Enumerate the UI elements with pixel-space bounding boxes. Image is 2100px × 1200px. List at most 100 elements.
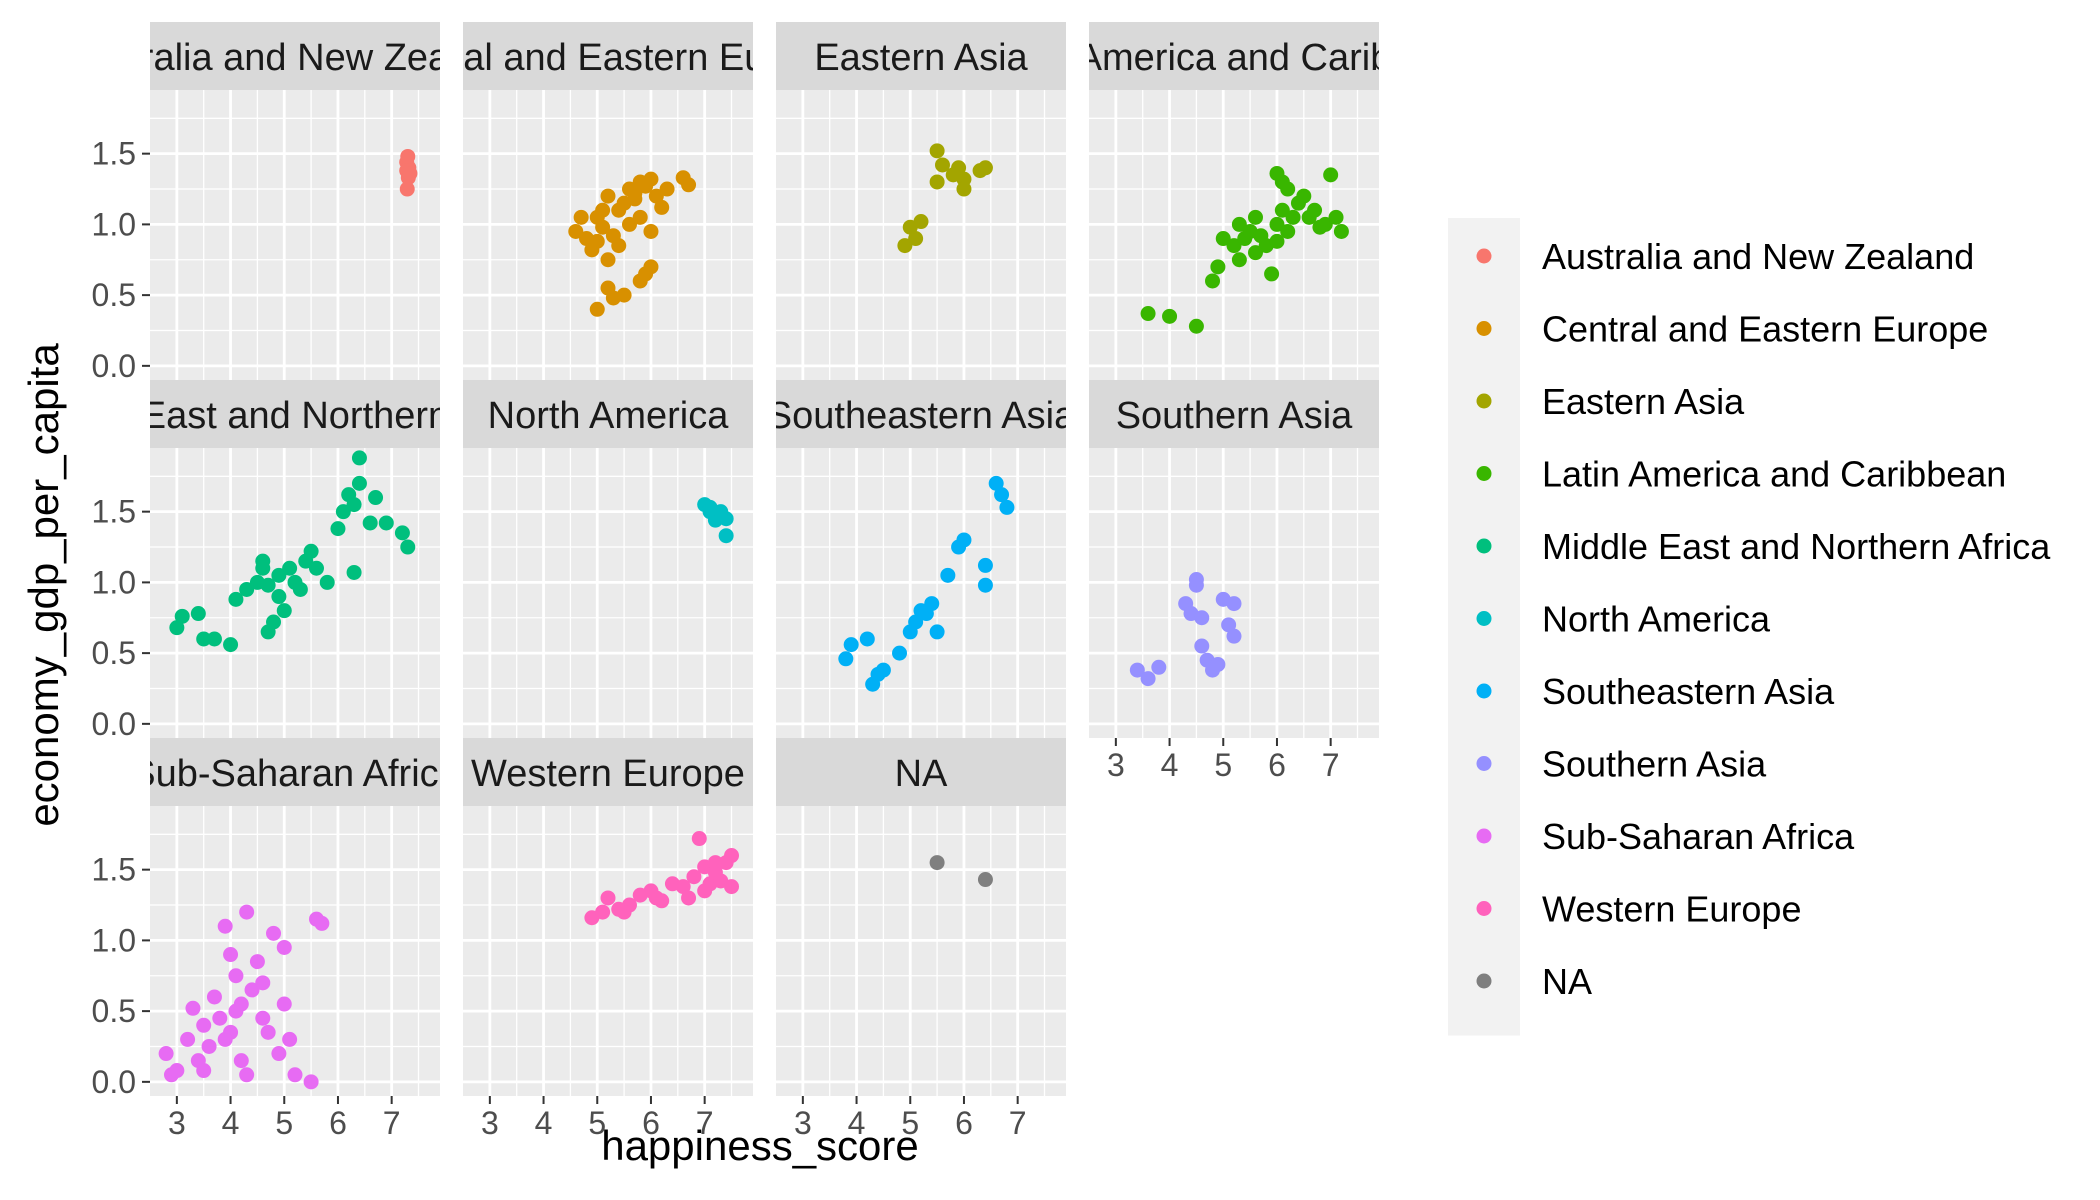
data-point <box>897 238 913 254</box>
legend-key <box>1476 756 1492 771</box>
panel-strip <box>463 380 753 448</box>
data-point <box>206 631 222 647</box>
data-point <box>600 188 616 204</box>
data-point <box>244 982 260 998</box>
data-point <box>335 504 351 520</box>
x-axis-title: happiness_score <box>601 1122 919 1169</box>
data-point <box>282 560 298 576</box>
data-point <box>217 1031 233 1047</box>
data-point <box>1274 202 1290 218</box>
x-tick-label: 6 <box>642 1105 660 1141</box>
panel-strip <box>150 738 440 806</box>
data-point <box>940 567 956 583</box>
data-point <box>1221 617 1237 633</box>
data-point <box>659 181 675 197</box>
data-point <box>303 1074 319 1090</box>
data-point <box>1210 259 1226 275</box>
legend-label: Australia and New Zealand <box>1542 236 1974 277</box>
legend-item: Latin America and Caribbean <box>1476 454 2006 495</box>
data-point <box>611 238 627 254</box>
y-tick-label: 0.5 <box>92 993 136 1029</box>
data-point <box>918 606 934 622</box>
data-point <box>956 532 972 548</box>
series-points <box>838 475 1015 692</box>
panel-central-and-eastern-europe: ral and Eastern Eu <box>451 22 766 380</box>
data-point <box>627 185 643 201</box>
data-point <box>400 539 416 555</box>
data-point <box>1296 188 1312 204</box>
data-point <box>1151 659 1167 675</box>
data-point <box>1280 181 1296 197</box>
data-point <box>260 1024 276 1040</box>
x-tick-label: 7 <box>696 1105 714 1141</box>
y-tick-label: 0.5 <box>92 277 136 313</box>
panel-western-europe: Western Europe 3 4 5 6 7 <box>463 738 753 1141</box>
panel-strip-label: North America <box>488 395 730 437</box>
data-point <box>346 497 362 513</box>
x-tick-label: 4 <box>535 1105 553 1141</box>
data-point <box>271 589 287 605</box>
data-point <box>908 614 924 630</box>
legend-key <box>1476 538 1492 554</box>
x-tick-label: 4 <box>222 1105 240 1141</box>
legend-label: Latin America and Caribbean <box>1542 454 2006 495</box>
data-point <box>1323 167 1339 183</box>
data-point <box>908 231 924 247</box>
panel-strip-label: America and Carib <box>1077 37 1392 79</box>
panel-strip-label: Sub-Saharan Africa <box>130 753 460 795</box>
data-point <box>648 890 664 906</box>
data-point <box>399 181 415 197</box>
panel-strip-label: Eastern Asia <box>814 37 1028 79</box>
y-tick-label: 0.5 <box>92 635 136 671</box>
x-tick-label: 3 <box>481 1105 499 1141</box>
data-point <box>718 528 734 544</box>
data-point <box>228 591 244 607</box>
legend-item: Middle East and Northern Africa <box>1476 526 2051 567</box>
panel-background <box>150 90 440 380</box>
legend-label: Southern Asia <box>1542 744 1767 785</box>
data-point <box>977 577 993 593</box>
data-point <box>675 879 691 895</box>
data-point <box>196 1017 212 1033</box>
data-point <box>843 637 859 653</box>
legend-label: Southeastern Asia <box>1542 671 1835 712</box>
data-point <box>632 209 648 225</box>
panel-eastern-asia: Eastern Asia <box>776 22 1066 380</box>
legend-key <box>1476 248 1492 264</box>
data-point <box>169 1063 185 1079</box>
data-point <box>1140 306 1156 322</box>
x-tick-label: 7 <box>1322 747 1340 783</box>
data-point <box>303 543 319 559</box>
x-tick-label: 6 <box>1268 747 1286 783</box>
y-tick-label: 1.5 <box>92 494 136 530</box>
series-points <box>1129 572 1242 687</box>
data-point <box>402 165 418 181</box>
x-tick-label: 5 <box>588 1105 606 1141</box>
data-point <box>595 219 611 235</box>
panel-strip-label: ral and Eastern Eu <box>451 37 766 79</box>
panel-strip-label: NA <box>895 753 948 795</box>
legend-key <box>1476 973 1492 989</box>
data-point <box>573 209 589 225</box>
data-point <box>1205 273 1221 289</box>
data-point <box>206 989 222 1005</box>
data-point <box>351 475 367 491</box>
panel-background <box>463 806 753 1096</box>
legend-item: Sub-Saharan Africa <box>1476 816 1855 857</box>
x-tick-label: 5 <box>901 1105 919 1141</box>
data-point <box>589 233 605 249</box>
data-point <box>287 1067 303 1083</box>
data-point <box>1188 572 1204 588</box>
panel-strip <box>150 380 440 448</box>
data-point <box>400 148 416 164</box>
data-point <box>1328 209 1344 225</box>
y-tick-label: 1.0 <box>92 922 136 958</box>
data-point <box>255 1010 271 1026</box>
data-point <box>595 202 611 218</box>
data-point <box>929 855 945 871</box>
series-points <box>897 143 993 254</box>
y-tick-label: 1.0 <box>92 206 136 242</box>
data-point <box>643 223 659 239</box>
legend-key <box>1476 393 1492 409</box>
legend-label: Middle East and Northern Africa <box>1542 526 2051 567</box>
